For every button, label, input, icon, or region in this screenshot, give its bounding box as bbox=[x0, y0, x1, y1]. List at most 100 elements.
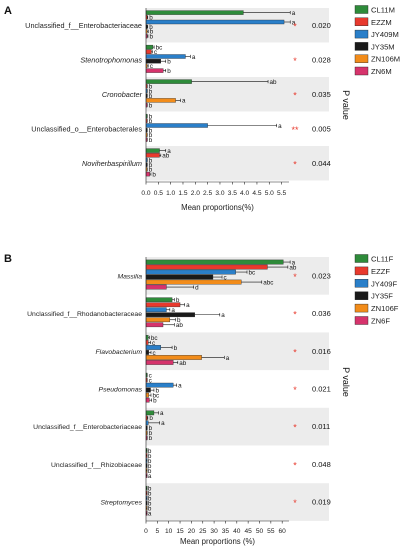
taxon-group: Unclassified_f__Rhodanobacteraceaebaaaba… bbox=[27, 297, 331, 329]
group-shading bbox=[146, 332, 329, 371]
bar bbox=[145, 350, 149, 355]
p-value: 0.048 bbox=[312, 460, 331, 469]
taxon-label: Unclassified_f__Enterobacteriaceae bbox=[25, 21, 142, 30]
x-tick-label: 5.5 bbox=[277, 190, 286, 197]
significance-letter: ab bbox=[270, 79, 278, 86]
significance-letter: a bbox=[182, 98, 186, 105]
significance-letter: b bbox=[149, 430, 153, 437]
legend-item: JY35M bbox=[354, 42, 395, 51]
bar bbox=[145, 54, 186, 59]
taxon-label: Stenotrophomonas bbox=[80, 55, 142, 64]
x-tick-label: 0 bbox=[144, 528, 148, 535]
significance-letter: b bbox=[149, 435, 153, 442]
bar bbox=[145, 302, 181, 308]
x-tick-label: 0.0 bbox=[141, 190, 150, 197]
taxon-label: Unclassified_o__Enterobacterales bbox=[31, 124, 142, 133]
significance-letter: ab bbox=[179, 360, 187, 367]
significance-star: * bbox=[293, 347, 297, 357]
significance-letter: b bbox=[155, 387, 159, 394]
x-tick-label: 35 bbox=[222, 528, 230, 535]
significance-letter: bc bbox=[156, 44, 163, 51]
significance-letter: b bbox=[174, 345, 178, 352]
legend-item: JY35F bbox=[354, 291, 393, 301]
bar bbox=[145, 59, 161, 64]
x-tick-label: 60 bbox=[279, 528, 287, 535]
significance-letter: a bbox=[148, 473, 152, 480]
legend-label: EZZF bbox=[371, 267, 390, 276]
bar bbox=[145, 68, 164, 73]
significance-letter: a bbox=[292, 19, 296, 26]
p-value: 0.016 bbox=[312, 347, 331, 356]
significance-letter: c bbox=[224, 274, 227, 281]
legend-label: ZN6F bbox=[371, 317, 390, 326]
p-value-title: P value bbox=[341, 367, 351, 397]
taxon-label: Unclassified_f__Rhizobiaceae bbox=[51, 462, 142, 469]
bar bbox=[145, 269, 236, 275]
significance-letter: b bbox=[153, 397, 157, 404]
legend-item: ZN6F bbox=[354, 316, 390, 326]
p-value: 0.020 bbox=[312, 21, 331, 30]
taxon-label: Streptomyces bbox=[100, 500, 142, 507]
x-tick-label: 10 bbox=[165, 528, 173, 535]
legend-item: JY409M bbox=[354, 29, 399, 39]
significance-letter: c bbox=[149, 377, 152, 384]
legend-swatch bbox=[354, 42, 369, 51]
group-shading bbox=[146, 146, 329, 181]
bar bbox=[145, 148, 160, 153]
significance-star: * bbox=[293, 385, 297, 395]
bar bbox=[145, 397, 150, 403]
x-tick-label: 1.5 bbox=[178, 190, 187, 197]
significance-letter: b bbox=[167, 68, 171, 75]
significance-star: * bbox=[293, 159, 297, 169]
significance-letter: b bbox=[148, 491, 152, 498]
x-tick-label: 30 bbox=[210, 528, 218, 535]
legend-swatch bbox=[354, 316, 369, 325]
legend-label: EZZM bbox=[371, 18, 392, 27]
x-tick-label: 2.0 bbox=[191, 190, 200, 197]
significance-letter: b bbox=[152, 171, 156, 178]
p-value: 0.019 bbox=[312, 498, 331, 507]
legend-item: EZZF bbox=[354, 266, 390, 276]
significance-star: * bbox=[293, 460, 297, 470]
significance-letter: b bbox=[176, 297, 180, 304]
panel-letter: A bbox=[4, 5, 12, 17]
significance-letter: b bbox=[149, 88, 153, 95]
significance-letter: ab bbox=[289, 264, 297, 271]
significance-letter: ab bbox=[162, 153, 170, 160]
legend-label: ZN106F bbox=[371, 304, 399, 313]
x-tick-label: 3.5 bbox=[228, 190, 237, 197]
x-tick-label: 20 bbox=[188, 528, 196, 535]
x-axis-label: Mean proportions (%) bbox=[180, 537, 255, 546]
bar bbox=[145, 297, 173, 303]
panel-letter: B bbox=[4, 253, 12, 265]
bar bbox=[145, 355, 202, 360]
significance-letter: b bbox=[149, 162, 153, 169]
taxon-label: Unclassified_f__Enterobacteriaceae bbox=[33, 424, 142, 431]
significance-letter: bc bbox=[151, 335, 158, 342]
significance-letter: b bbox=[148, 486, 152, 493]
p-value: 0.028 bbox=[312, 55, 331, 64]
legend-swatch bbox=[354, 266, 369, 276]
significance-letter: d bbox=[195, 284, 199, 291]
significance-letter: a bbox=[292, 10, 296, 17]
x-tick-label: 45 bbox=[244, 528, 252, 535]
p-value: 0.023 bbox=[312, 271, 331, 280]
x-tick-label: 4.0 bbox=[240, 190, 249, 197]
taxon-label: Flavobacterium bbox=[96, 349, 143, 356]
significance-letter: b bbox=[148, 463, 152, 470]
significance-star: ** bbox=[291, 125, 299, 135]
bar bbox=[145, 19, 285, 25]
significance-letter: bc bbox=[152, 392, 159, 399]
significance-letter: b bbox=[149, 102, 153, 109]
significance-letter: b bbox=[149, 118, 153, 125]
significance-star: * bbox=[293, 90, 297, 100]
taxon-label: Massilia bbox=[117, 273, 142, 280]
significance-letter: b bbox=[149, 415, 153, 422]
significance-letter: b bbox=[148, 506, 152, 513]
significance-letter: a bbox=[226, 355, 230, 362]
